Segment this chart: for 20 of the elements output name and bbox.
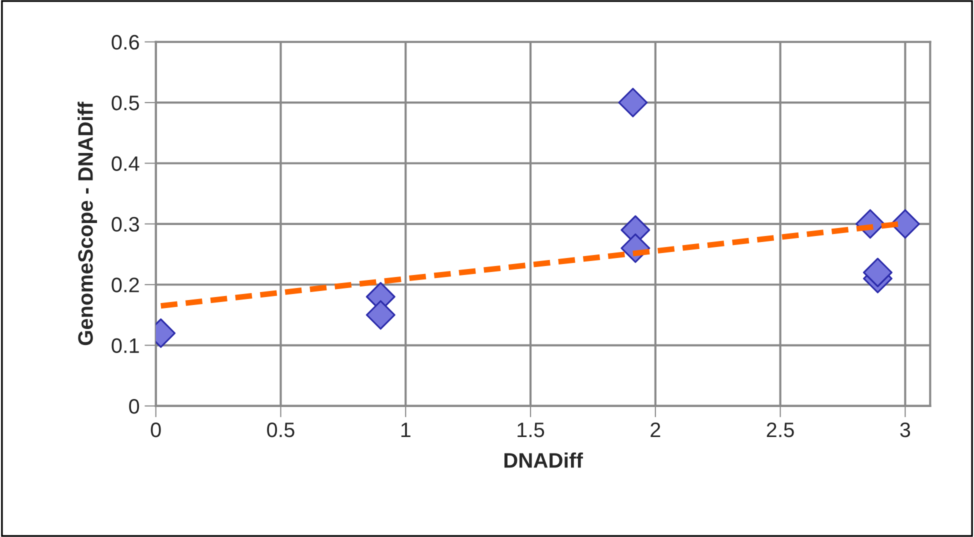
x-tick-label: 0 bbox=[150, 422, 161, 438]
y-tick-label: 0.5 bbox=[112, 96, 139, 110]
x-tick-label: 2.5 bbox=[766, 422, 794, 438]
point bbox=[890, 209, 920, 239]
x-axis-title: DNADiff bbox=[504, 452, 583, 468]
point bbox=[366, 300, 396, 330]
point bbox=[618, 88, 648, 118]
y-tick-label: 0.1 bbox=[112, 338, 139, 354]
x-tick-label: 2 bbox=[650, 422, 660, 438]
y-tick-label: 0 bbox=[129, 398, 140, 414]
point bbox=[862, 258, 892, 288]
y-tick-label: 0.2 bbox=[112, 278, 139, 292]
y-tick-label: 0.6 bbox=[112, 34, 139, 50]
y-axis-title: GenomeScope - DNADiff bbox=[78, 102, 98, 346]
x-tick-label: 1.5 bbox=[518, 422, 544, 438]
x-tick-label: 3 bbox=[900, 422, 910, 438]
x-tick-label: 0.5 bbox=[267, 422, 294, 438]
y-tick-label: 0.4 bbox=[112, 156, 140, 171]
x-tick-label: 1 bbox=[401, 422, 410, 438]
y-tick-label: 0.3 bbox=[112, 216, 139, 232]
